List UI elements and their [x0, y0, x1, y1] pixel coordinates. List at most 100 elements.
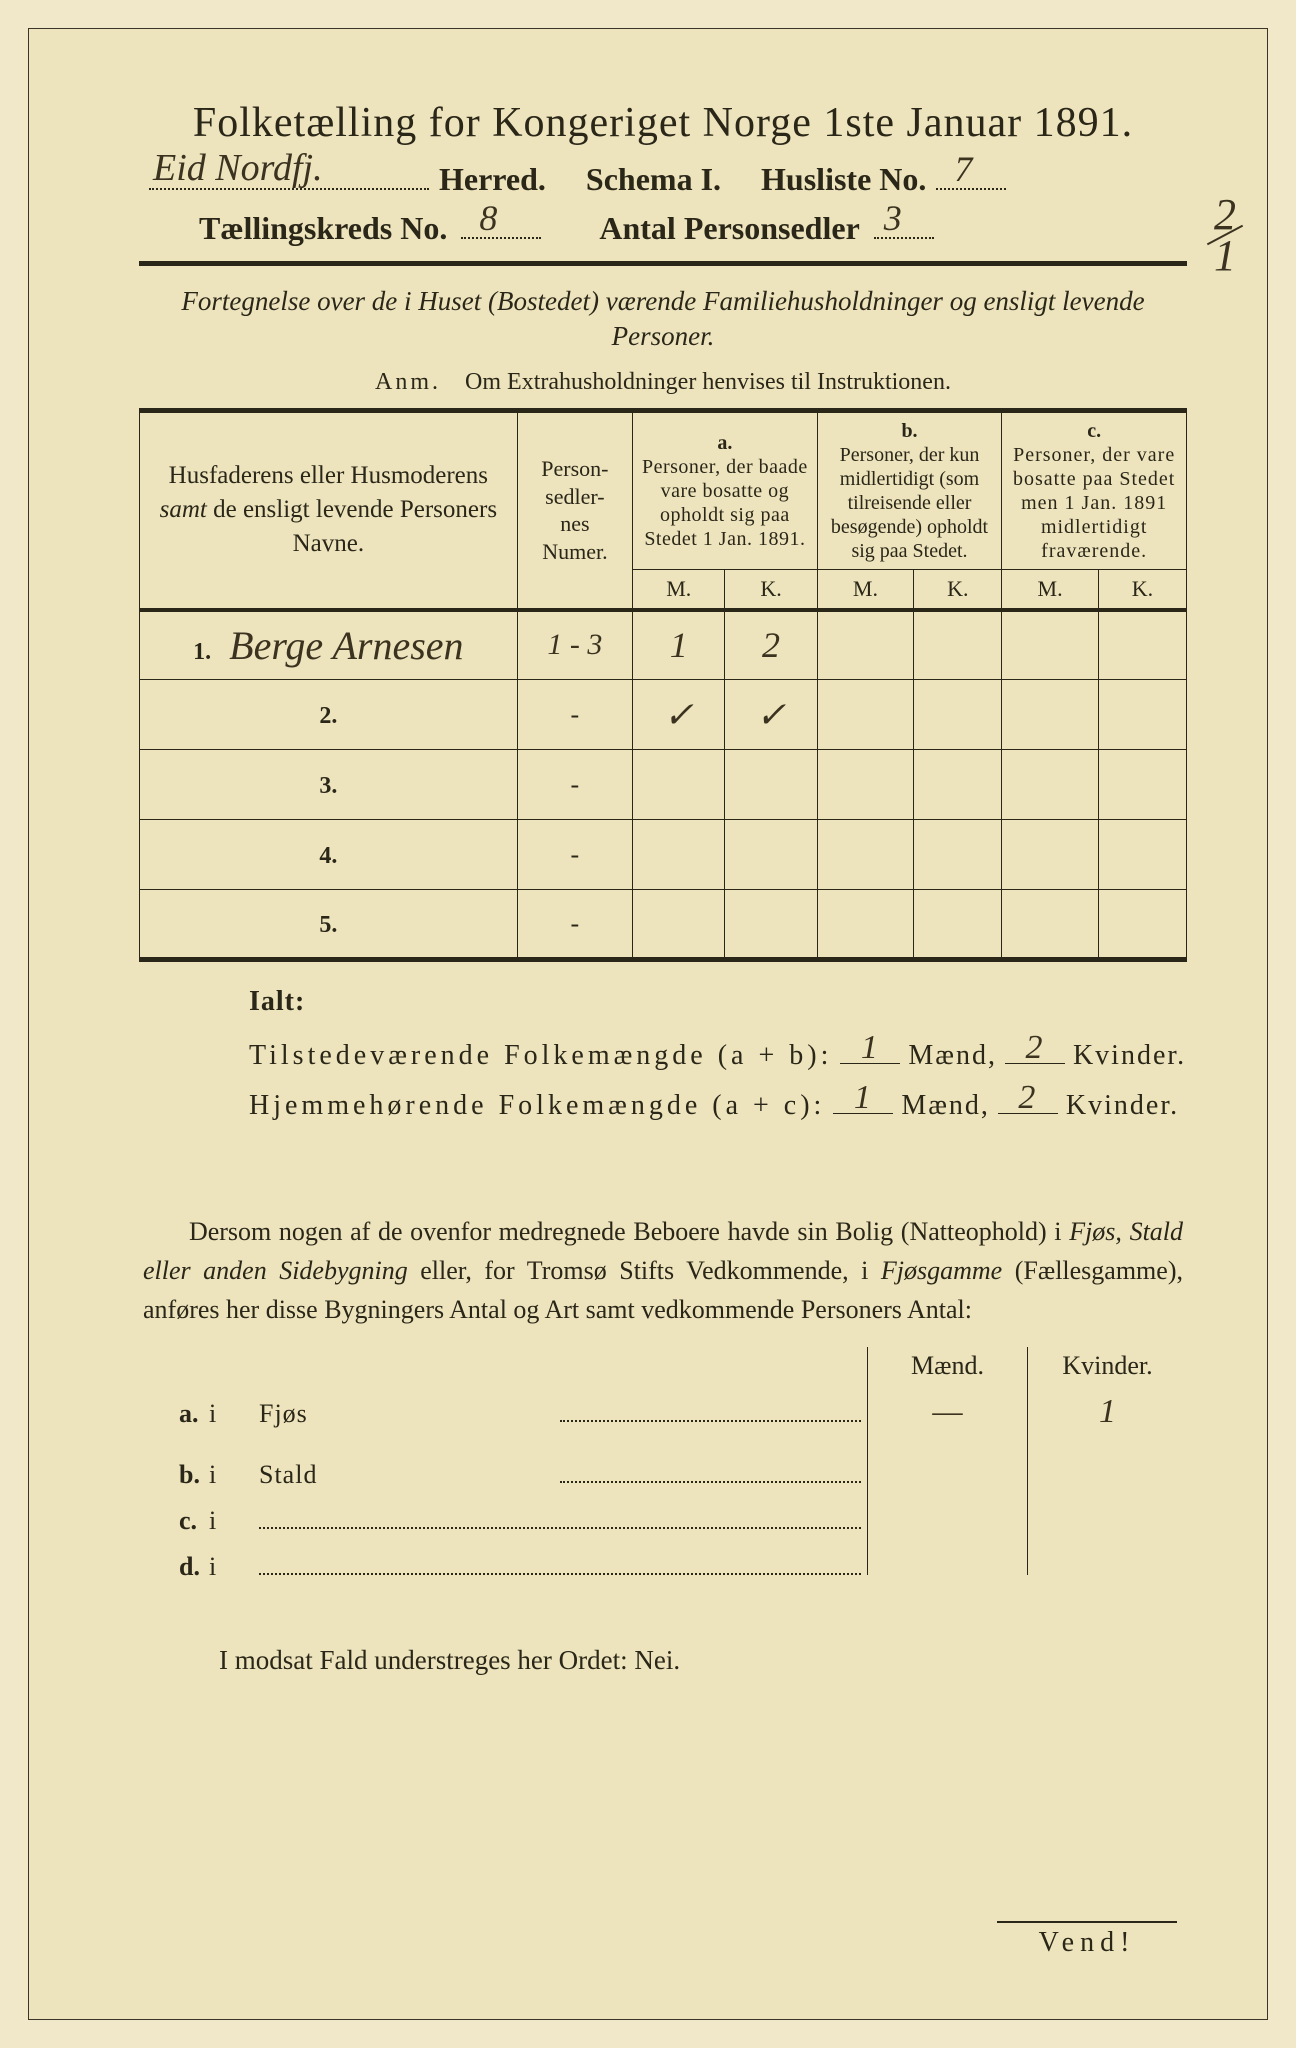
- cell-a-m: 1: [633, 610, 725, 680]
- cell-a-m: [633, 820, 725, 890]
- herred-label: Herred.: [439, 161, 546, 198]
- herred-field: Eid Nordfj.: [149, 155, 429, 190]
- th-c-m: M.: [1002, 569, 1099, 610]
- cell-b-k: [914, 820, 1002, 890]
- bygn-m: [867, 1483, 1027, 1529]
- sum2-m: 1: [854, 1079, 873, 1117]
- dots: [259, 1557, 861, 1575]
- cell-name: 3.: [140, 750, 518, 820]
- bygn-i: i: [209, 1552, 259, 1582]
- sum1-k: 2: [1025, 1029, 1044, 1067]
- dots: [560, 1404, 861, 1422]
- rule-1: [139, 261, 1187, 266]
- cell-b-k: [914, 750, 1002, 820]
- form-sheet: 2 1 Folketælling for Kongeriget Norge 1s…: [28, 28, 1268, 2020]
- bygn-k: 1: [1027, 1391, 1187, 1437]
- bygning-kvinder-header: Kvinder.: [1027, 1347, 1187, 1391]
- cell-b-m: [817, 750, 914, 820]
- table-row: 3. -: [140, 750, 1187, 820]
- bygning-row: a. i Fjøs — 1: [139, 1391, 1187, 1437]
- bygning-header: Mænd. Kvinder.: [139, 1347, 1187, 1391]
- cell-numer: -: [517, 750, 632, 820]
- herred-value: Eid Nordfj.: [153, 146, 323, 190]
- antal-field: 3: [874, 204, 934, 239]
- th-a-k: K.: [725, 569, 817, 610]
- sum2-k-field: 2: [998, 1086, 1058, 1114]
- husliste-value: 7: [954, 148, 972, 190]
- bygn-lab: b.: [139, 1460, 209, 1490]
- sum-line-2: Hjemmehørende Folkemængde (a + c): 1 Mæn…: [249, 1086, 1187, 1122]
- cell-a-k: [725, 890, 817, 960]
- schema-label: Schema I.: [586, 161, 721, 198]
- table-row: 5. -: [140, 890, 1187, 960]
- bygn-lab: a.: [139, 1399, 209, 1429]
- bygn-m: —: [867, 1391, 1027, 1437]
- bygning-row: b. i Stald: [139, 1437, 1187, 1483]
- header-line-2: Eid Nordfj. Herred. Schema I. Husliste N…: [139, 155, 1187, 198]
- table-body: 1.Berge Arnesen 1 - 3 1 2 2. - ✓ ✓: [140, 610, 1187, 960]
- cell-b-m: [817, 610, 914, 680]
- cell-c-k: [1098, 610, 1186, 680]
- cell-b-k: [914, 610, 1002, 680]
- anm-line: Anm. Om Extrahusholdninger henvises til …: [139, 369, 1187, 396]
- th-c-k: K.: [1098, 569, 1186, 610]
- sum2-k: 2: [1018, 1079, 1037, 1117]
- th-c-label: c.: [1010, 419, 1178, 443]
- cell-b-m: [817, 890, 914, 960]
- bygn-m: [867, 1529, 1027, 1575]
- table-row: 1.Berge Arnesen 1 - 3 1 2: [140, 610, 1187, 680]
- cell-a-m: ✓: [633, 680, 725, 750]
- th-names: Husfaderens eller Husmoderens samt de en…: [140, 410, 518, 610]
- totals-block: Ialt: Tilstedeværende Folkemængde (a + b…: [139, 986, 1187, 1122]
- th-a-text: Personer, der baade vare bosatte og opho…: [641, 455, 809, 551]
- th-a: a. Personer, der baade vare bosatte og o…: [633, 410, 818, 569]
- th-c: c. Personer, der vare bosatte paa Stedet…: [1002, 410, 1187, 569]
- anm-text: Om Extrahusholdninger henvises til Instr…: [465, 369, 951, 395]
- nei-line: I modsat Fald understreges her Ordet: Ne…: [139, 1645, 1187, 1676]
- table-row: 4. -: [140, 820, 1187, 890]
- maend-label: Mænd,: [908, 1040, 997, 1072]
- bygn-i: i: [209, 1460, 259, 1490]
- bygn-lab: c.: [139, 1506, 209, 1536]
- bygn-name: Fjøs: [259, 1399, 560, 1429]
- cell-a-m: [633, 750, 725, 820]
- bygning-row: d. i: [139, 1529, 1187, 1575]
- bygn-m: [867, 1437, 1027, 1483]
- maend-label-2: Mænd,: [901, 1090, 990, 1122]
- paragraph: Dersom nogen af de ovenfor medregnede Be…: [139, 1212, 1187, 1329]
- sum-line-1: Tilstedeværende Folkemængde (a + b): 1 M…: [249, 1036, 1187, 1072]
- bygn-i: i: [209, 1399, 259, 1429]
- bygning-maend-header: Mænd.: [867, 1347, 1027, 1391]
- kvinder-label-2: Kvinder.: [1066, 1090, 1179, 1122]
- cell-c-k: [1098, 750, 1186, 820]
- cell-a-k: [725, 750, 817, 820]
- husliste-label: Husliste No.: [761, 161, 926, 198]
- main-table: Husfaderens eller Husmoderens samt de en…: [139, 408, 1187, 963]
- dots: [259, 1511, 861, 1529]
- page-title: Folketælling for Kongeriget Norge 1ste J…: [139, 99, 1187, 147]
- para-2: eller, for Tromsø Stifts Vedkommende, i: [408, 1256, 881, 1285]
- cell-numer: -: [517, 820, 632, 890]
- th-b-m: M.: [817, 569, 914, 610]
- cell-c-m: [1002, 750, 1099, 820]
- para-1: Dersom nogen af de ovenfor medregnede Be…: [189, 1217, 1069, 1246]
- cell-b-m: [817, 820, 914, 890]
- husliste-field: 7: [936, 155, 1006, 190]
- cell-name: 1.Berge Arnesen: [140, 610, 518, 680]
- cell-b-k: [914, 890, 1002, 960]
- cell-c-m: [1002, 890, 1099, 960]
- th-c-text: Personer, der vare bosatte paa Stedet me…: [1010, 443, 1178, 563]
- antal-label: Antal Personsedler: [599, 210, 859, 247]
- th-b-label: b.: [826, 419, 994, 443]
- scan-page: 2 1 Folketælling for Kongeriget Norge 1s…: [0, 0, 1296, 2048]
- kvinder-label: Kvinder.: [1073, 1040, 1186, 1072]
- cell-numer: 1 - 3: [517, 610, 632, 680]
- sum1-m: 1: [861, 1029, 880, 1067]
- cell-c-m: [1002, 610, 1099, 680]
- cell-name: 4.: [140, 820, 518, 890]
- cell-numer: -: [517, 680, 632, 750]
- cell-c-k: [1098, 890, 1186, 960]
- th-b-text: Personer, der kun midlertidigt (som tilr…: [826, 443, 994, 563]
- cell-b-k: [914, 680, 1002, 750]
- cell-c-m: [1002, 820, 1099, 890]
